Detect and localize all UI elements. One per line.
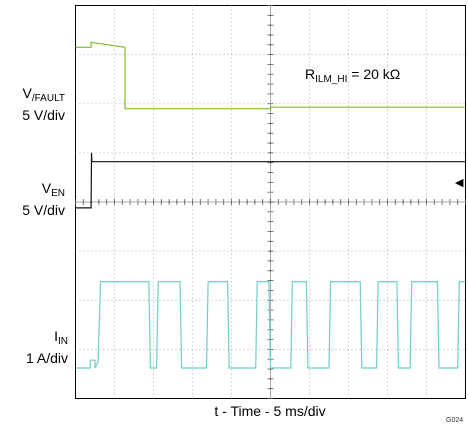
rilm-main: R: [305, 66, 316, 82]
iin-trace: [75, 281, 466, 369]
ven-name: V: [41, 180, 52, 196]
channel-label-ven: VEN 5 V/div: [4, 180, 65, 218]
vfault-name: V: [22, 85, 32, 101]
ven-scale: 5 V/div: [22, 202, 65, 218]
vfault-trace: [75, 41, 466, 110]
vfault-scale: 5 V/div: [22, 107, 65, 123]
grid: [75, 5, 466, 399]
vfault-subscript: /FAULT: [31, 93, 65, 104]
channel-label-iin: IIN 1 A/div: [4, 328, 68, 366]
rilm-annotation: RILM_HI = 20 kΩ: [305, 66, 400, 85]
rilm-subscript: ILM_HI: [315, 74, 348, 85]
iin-scale: 1 A/div: [25, 350, 68, 366]
figure-id: G024: [446, 417, 464, 424]
x-axis-label: t - Time - 5 ms/div: [214, 403, 326, 419]
rilm-value: = 20 kΩ: [347, 66, 401, 82]
ven-subscript: EN: [51, 188, 65, 199]
ven-trace: [75, 152, 466, 209]
iin-name: I: [54, 328, 58, 344]
traces: [75, 41, 466, 369]
channel-label-vfault: V/FAULT 5 V/div: [4, 85, 65, 123]
iin-subscript: IN: [58, 336, 68, 347]
trigger-level-arrow-icon: ◀: [455, 177, 464, 189]
